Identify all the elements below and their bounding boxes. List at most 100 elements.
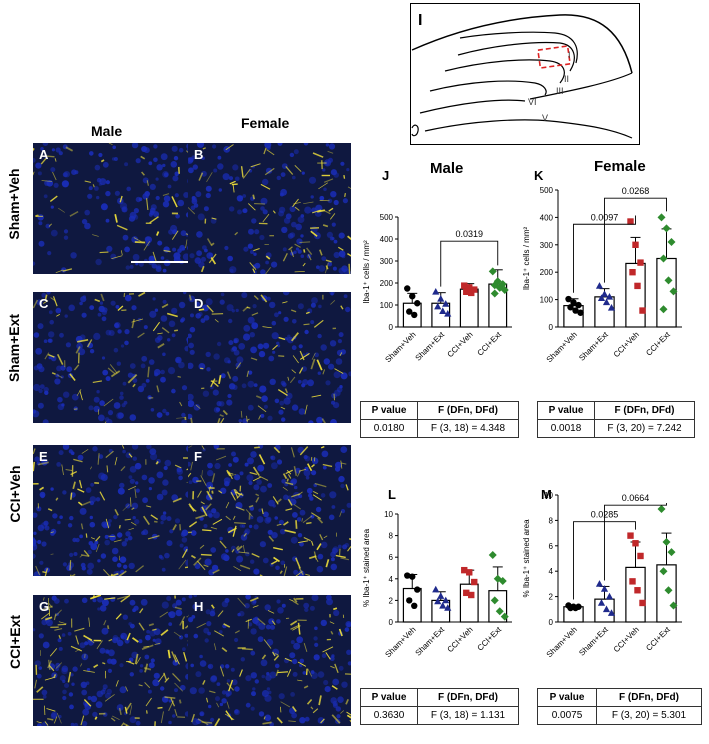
nucleus-dot xyxy=(124,538,129,542)
nucleus-dot xyxy=(297,216,305,223)
microglia-process xyxy=(249,471,258,475)
nucleus-dot xyxy=(132,456,137,461)
stats-pvalue: 0.0018 xyxy=(537,419,595,438)
nucleus-dot xyxy=(34,456,40,462)
nucleus-dot xyxy=(79,507,87,515)
nucleus-dot xyxy=(220,373,226,379)
microglia-process xyxy=(47,508,53,512)
nucleus-dot xyxy=(172,247,177,252)
nucleus-dot xyxy=(225,549,229,553)
nucleus-dot xyxy=(191,196,198,203)
nucleus-dot xyxy=(37,402,44,409)
microglia-process xyxy=(92,234,99,237)
microglia-process xyxy=(211,242,215,246)
microglia-process xyxy=(124,518,131,521)
microglia-process xyxy=(110,717,116,722)
microglia-process xyxy=(96,640,103,650)
microglia-process xyxy=(80,715,85,726)
nucleus-dot xyxy=(57,520,61,525)
microglia-process xyxy=(343,174,346,179)
microglia-process xyxy=(253,295,259,300)
nucleus-dot xyxy=(128,622,132,626)
nucleus-dot xyxy=(333,251,340,259)
microglia-process xyxy=(83,670,95,673)
microglia-process xyxy=(255,493,260,497)
nucleus-dot xyxy=(324,686,331,693)
bar-cci-ext xyxy=(656,564,677,623)
nucleus-dot xyxy=(33,542,37,547)
nucleus-dot xyxy=(264,714,272,722)
nucleus-dot xyxy=(335,706,341,712)
nucleus-dot xyxy=(260,269,266,274)
data-point-cci-ext xyxy=(500,286,509,295)
data-point-sham-ext xyxy=(437,295,445,302)
column-title-female: Female xyxy=(241,115,290,131)
microglia-process xyxy=(73,458,83,463)
microglia-process xyxy=(302,515,313,524)
microglia-process xyxy=(274,653,279,656)
nucleus-dot xyxy=(200,318,206,323)
nucleus-dot xyxy=(86,568,93,575)
microglia-process xyxy=(347,253,351,257)
nucleus-dot xyxy=(99,301,104,305)
micrograph-A: A xyxy=(33,143,196,274)
microglia-process xyxy=(139,608,144,614)
microglia-process xyxy=(118,524,121,529)
nucleus-dot xyxy=(81,312,87,318)
microglia-process xyxy=(108,638,113,642)
nucleus-dot xyxy=(213,168,218,173)
microglia-process xyxy=(235,545,240,550)
nucleus-dot xyxy=(178,147,184,153)
nucleus-dot xyxy=(108,330,115,336)
nucleus-dot xyxy=(188,393,194,401)
data-point-cci-veh xyxy=(639,307,646,314)
nucleus-dot xyxy=(248,228,254,235)
microglia-process xyxy=(242,168,251,179)
nucleus-dot xyxy=(340,372,348,380)
nucleus-dot xyxy=(297,379,302,384)
microglia-process xyxy=(334,663,339,674)
nucleus-dot xyxy=(278,409,284,415)
nucleus-dot xyxy=(38,666,42,670)
nucleus-dot xyxy=(258,350,266,358)
nucleus-dot xyxy=(230,347,235,353)
microglia-process xyxy=(90,537,96,540)
nucleus-dot xyxy=(101,356,106,360)
microglia-process xyxy=(263,147,267,155)
data-point-sham-veh xyxy=(565,295,572,303)
microglia-process xyxy=(44,568,48,576)
data-point-sham-ext xyxy=(600,585,609,592)
nucleus-dot xyxy=(243,324,251,332)
nucleus-dot xyxy=(104,539,110,546)
nucleus-dot xyxy=(221,698,227,704)
nucleus-dot xyxy=(321,653,327,658)
nucleus-dot xyxy=(85,487,92,493)
nucleus-dot xyxy=(341,265,348,272)
nucleus-dot xyxy=(335,461,342,469)
microglia-process xyxy=(94,716,98,720)
microglia-process xyxy=(262,326,272,329)
nucleus-dot xyxy=(313,636,318,641)
nucleus-dot xyxy=(131,305,137,311)
nucleus-dot xyxy=(242,208,248,214)
nucleus-dot xyxy=(77,454,84,461)
nucleus-dot xyxy=(44,525,50,531)
chart-L: % Iba-1⁺ stained area0246810Sham+VehSham… xyxy=(362,510,512,659)
nucleus-dot xyxy=(120,202,128,210)
nucleus-dot xyxy=(61,403,65,407)
nucleus-dot xyxy=(93,396,100,403)
nucleus-dot xyxy=(58,151,63,156)
microglia-process xyxy=(188,445,193,449)
microglia-process xyxy=(329,621,335,625)
nucleus-dot xyxy=(243,333,251,341)
microglia-process xyxy=(250,163,261,168)
nucleus-dot xyxy=(128,562,135,570)
microglia-process xyxy=(55,662,63,669)
nucleus-dot xyxy=(146,445,152,450)
nucleus-dot xyxy=(270,624,275,630)
nucleus-dot xyxy=(188,167,194,174)
nucleus-dot xyxy=(138,639,143,644)
microglia-process xyxy=(67,671,72,683)
nucleus-dot xyxy=(217,155,222,160)
nucleus-dot xyxy=(99,605,107,612)
